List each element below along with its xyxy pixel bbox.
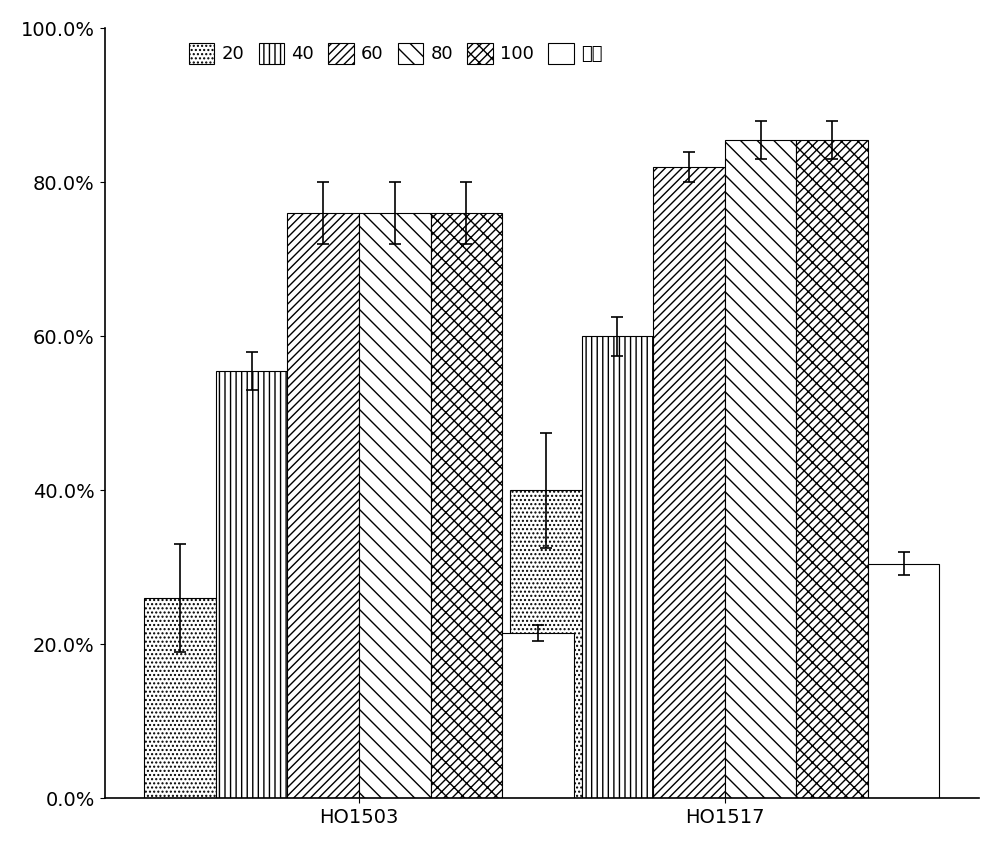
Bar bbox=[796, 140, 868, 799]
Bar bbox=[502, 633, 574, 799]
Bar bbox=[144, 598, 216, 799]
Bar bbox=[359, 213, 431, 799]
Bar bbox=[216, 371, 287, 799]
Bar bbox=[287, 213, 359, 799]
Bar bbox=[510, 490, 582, 799]
Bar bbox=[653, 167, 725, 799]
Bar bbox=[582, 337, 653, 799]
Bar bbox=[868, 564, 939, 799]
Legend: 20, 40, 60, 80, 100, 蜜蜂: 20, 40, 60, 80, 100, 蜜蜂 bbox=[184, 37, 608, 69]
Bar bbox=[725, 140, 796, 799]
Bar bbox=[431, 213, 502, 799]
